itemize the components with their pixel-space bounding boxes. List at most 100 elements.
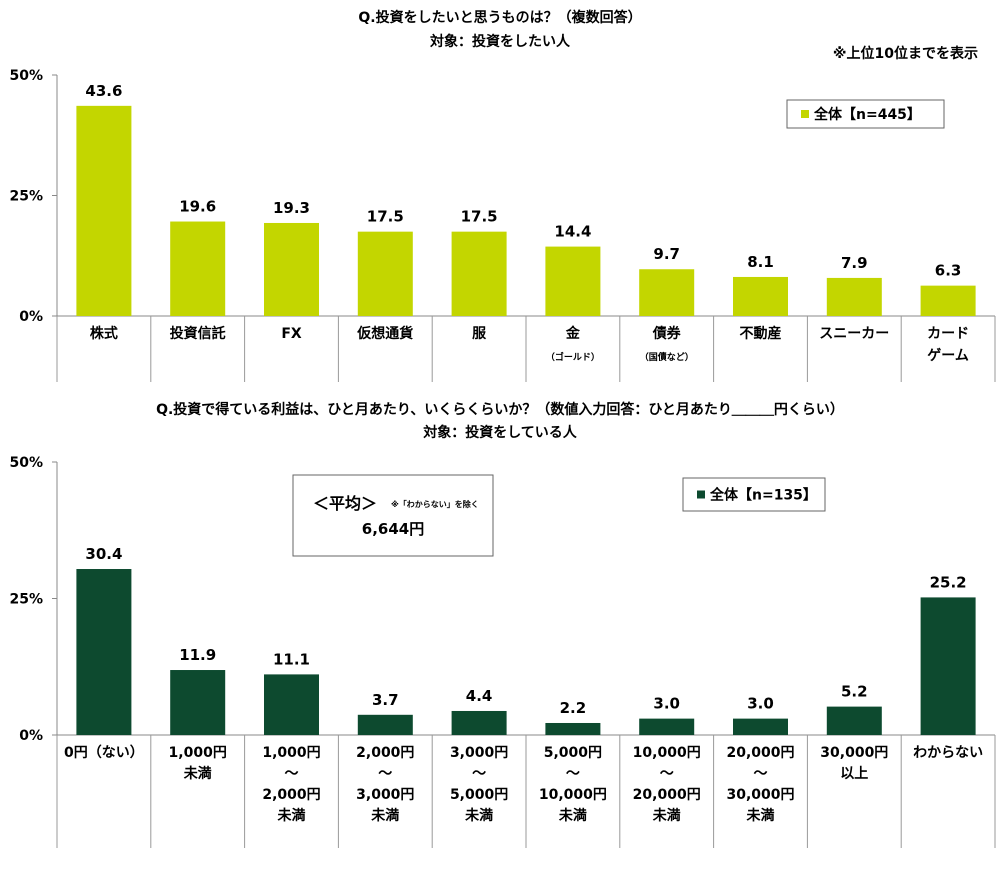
category-label: 1,000円: [262, 745, 320, 761]
data-label: 43.6: [85, 82, 122, 100]
y-tick-label: 50%: [9, 455, 43, 471]
category-label: 株式: [90, 325, 118, 342]
chart-2: Q.投資で得ている利益は、ひと月あたり、いくらくらいか？（数値入力回答：ひと月あ…: [9, 401, 996, 848]
data-label: 14.4: [554, 223, 591, 241]
data-label: 19.3: [273, 199, 310, 217]
y-tick-label: 25%: [9, 592, 43, 608]
category-label: 5,000円: [450, 787, 508, 803]
chart-subtitle: 対象：投資をしたい人: [429, 33, 571, 50]
category-label: 5,000円: [544, 745, 602, 761]
bar: [451, 231, 507, 316]
data-label: 11.9: [179, 646, 216, 664]
category-label: 仮想通貨: [356, 325, 413, 342]
bar: [826, 706, 882, 735]
category-label: ～: [472, 766, 486, 782]
data-label: 3.0: [653, 695, 680, 713]
bar: [920, 597, 976, 735]
chart-title: Q.投資で得ている利益は、ひと月あたり、いくらくらいか？（数値入力回答：ひと月あ…: [156, 401, 844, 418]
bar: [545, 246, 601, 316]
category-label: ～: [285, 766, 299, 782]
bar: [170, 221, 226, 316]
category-label: 未満: [371, 807, 399, 824]
legend-label: 全体【n=135】: [709, 487, 817, 504]
category-label: 1,000円: [169, 745, 227, 761]
chart-subtitle: 対象：投資をしている人: [422, 424, 578, 441]
data-label: 6.3: [935, 262, 962, 280]
data-label: 17.5: [367, 208, 404, 226]
category-label: 2,000円: [356, 745, 414, 761]
bar: [639, 269, 695, 316]
category-label: 20,000円: [726, 745, 794, 761]
data-label: 4.4: [466, 687, 493, 705]
data-label: 7.9: [841, 254, 868, 272]
category-label: FX: [281, 326, 302, 342]
bar: [639, 718, 695, 735]
bar: [264, 222, 319, 316]
category-label: 30,000円: [820, 745, 888, 761]
category-label: 未満: [653, 807, 681, 824]
average-note: ※「わからない」を除く: [391, 499, 479, 509]
bar: [451, 710, 507, 735]
average-heading: ＜平均＞: [313, 494, 377, 513]
category-label: 20,000円: [633, 787, 701, 803]
legend-box: [682, 477, 826, 512]
data-label: 25.2: [930, 573, 967, 591]
category-label: 以上: [840, 766, 868, 782]
data-label: 3.0: [747, 695, 774, 713]
data-label: 3.7: [372, 691, 399, 709]
category-label: 10,000円: [539, 787, 607, 803]
data-label: 11.1: [273, 650, 310, 668]
chart-1: Q.投資をしたいと思うものは？（複数回答） 対象：投資をしたい人 ※上位10位までを…: [9, 9, 996, 382]
category-label: わからない: [913, 745, 983, 761]
category-sublabel: （国債など）: [640, 351, 694, 363]
legend-box: [786, 99, 945, 129]
chart-note: ※上位10位までを表示: [833, 45, 978, 62]
bar: [733, 718, 788, 735]
category-label: 3,000円: [450, 745, 508, 761]
y-tick-label: 25%: [9, 189, 43, 205]
data-label: 2.2: [560, 699, 587, 717]
category-label: 3,000円: [356, 787, 414, 803]
bar: [76, 569, 132, 735]
category-label: 投資信託: [170, 325, 226, 342]
category-sublabel: （ゴールド）: [546, 351, 600, 363]
category-label: ～: [378, 766, 392, 782]
category-label: ゲーム: [927, 347, 969, 364]
category-label: ～: [566, 766, 580, 782]
category-label: 10,000円: [633, 745, 701, 761]
category-label: 未満: [465, 807, 493, 824]
category-label: カード: [927, 326, 969, 342]
bar: [733, 276, 788, 316]
bar: [545, 722, 601, 735]
bar: [357, 714, 413, 735]
bar: [920, 285, 976, 316]
category-label: 未満: [559, 807, 587, 824]
category-label: 債券: [652, 325, 682, 342]
data-label: 8.1: [747, 253, 774, 271]
average-box: [292, 474, 494, 557]
legend-swatch: [697, 490, 705, 499]
bar: [826, 277, 882, 316]
bar: [170, 670, 226, 735]
category-label: 2,000円: [262, 787, 320, 803]
category-label: 30,000円: [726, 787, 794, 803]
data-label: 5.2: [841, 683, 868, 701]
bar: [76, 105, 132, 317]
data-label: 30.4: [85, 545, 122, 563]
y-tick-label: 0%: [19, 728, 43, 744]
category-label: 未満: [278, 807, 306, 824]
chart-title: Q.投資をしたいと思うものは？（複数回答）: [358, 9, 641, 26]
category-label: 未満: [184, 765, 212, 782]
category-label: 服: [472, 326, 487, 342]
category-label: スニーカー: [819, 326, 889, 342]
bar: [357, 231, 413, 316]
category-label: 0円（ない）: [64, 745, 144, 761]
data-label: 17.5: [461, 208, 498, 226]
category-label: 金: [565, 325, 581, 342]
legend-label: 全体【n=445】: [813, 106, 921, 123]
y-tick-label: 50%: [9, 68, 43, 84]
category-label: 未満: [747, 807, 775, 824]
average-value: 6,644円: [362, 520, 424, 538]
y-tick-label: 0%: [19, 309, 43, 325]
